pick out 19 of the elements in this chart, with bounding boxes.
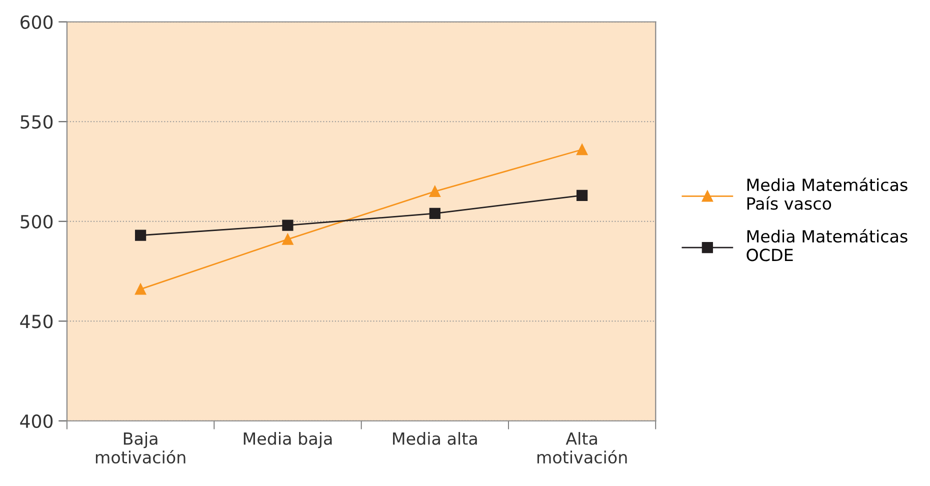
y-tick-label: 600 — [20, 15, 53, 29]
point — [282, 234, 294, 245]
point — [576, 190, 588, 201]
x-tick-label: Alta motivación — [537, 432, 627, 464]
y-tick-label: 500 — [20, 214, 53, 228]
point — [429, 186, 440, 198]
x-tick-label: Media alta — [393, 432, 477, 445]
point — [429, 208, 440, 219]
legend-label: Media Matemáticas OCDE — [746, 229, 908, 262]
x-tick-label: Baja motivación — [96, 432, 186, 464]
point — [134, 284, 146, 295]
point — [134, 230, 146, 241]
y-tick-label: 450 — [20, 314, 53, 328]
y-tick-label: 550 — [20, 115, 53, 129]
point — [282, 220, 294, 231]
point — [576, 144, 588, 156]
legend-label: Media Matemáticas País vasco — [747, 178, 908, 210]
x-tick-label: Media baja — [244, 432, 332, 448]
y-tick-label: 400 — [20, 414, 53, 428]
